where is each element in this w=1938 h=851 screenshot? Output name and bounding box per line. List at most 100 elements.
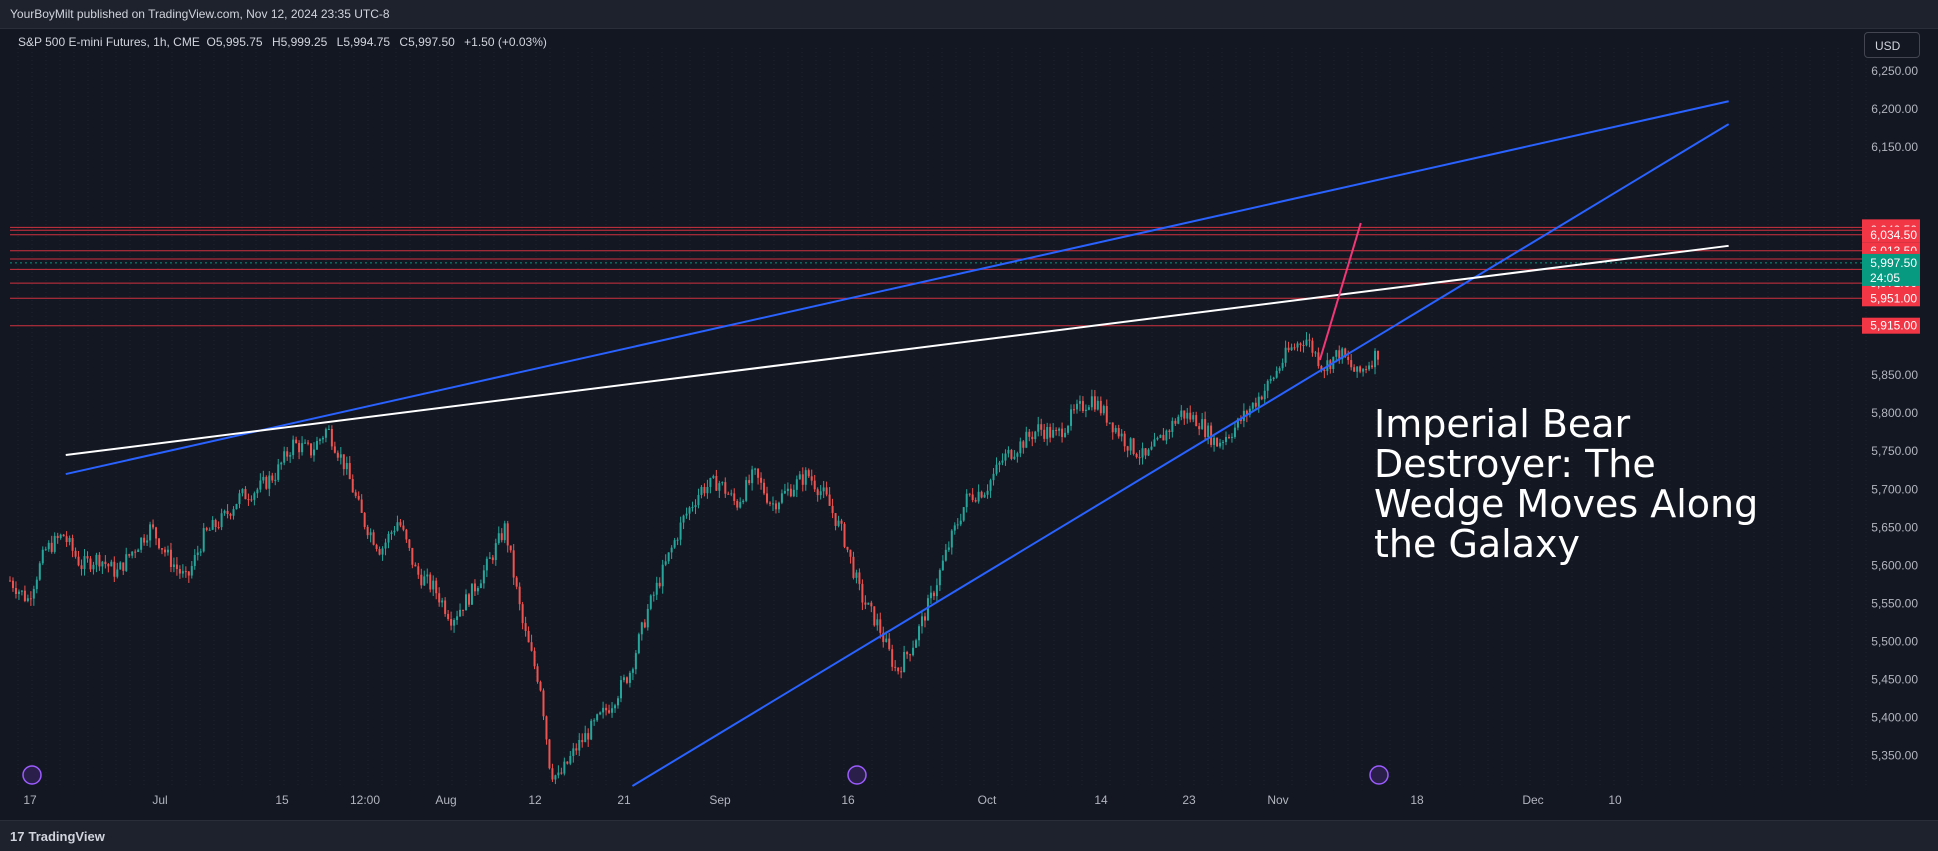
candle-body — [661, 564, 664, 587]
candle-body — [378, 549, 381, 555]
candle-body — [745, 480, 748, 501]
candle-body — [485, 558, 488, 571]
candle-body — [1090, 396, 1093, 408]
candle-body — [488, 557, 491, 559]
candle-body — [1034, 431, 1037, 440]
candle-body — [873, 606, 876, 626]
candle-body — [715, 475, 718, 491]
candle-body — [1135, 453, 1138, 458]
candle-body — [1260, 396, 1263, 400]
publish-bar: YourBoyMilt published on TradingView.com… — [0, 0, 1938, 29]
annotation-text[interactable]: Imperial Bear Destroyer: The Wedge Moves… — [1374, 404, 1758, 564]
candle-body — [849, 549, 852, 557]
candle-body — [1368, 365, 1371, 370]
candle-body — [420, 574, 423, 586]
candle-body — [703, 486, 706, 494]
candle-body — [673, 540, 676, 548]
candle-body — [628, 672, 631, 683]
candle-body — [453, 619, 456, 626]
level-tag — [1862, 290, 1920, 307]
candle-body — [980, 491, 983, 498]
candle-body — [1245, 410, 1248, 415]
candle-body — [11, 580, 14, 589]
candle-body — [369, 532, 372, 536]
level-tag — [1862, 317, 1920, 334]
y-tick-label: 5,400.00 — [1871, 711, 1918, 725]
candle-body — [566, 761, 569, 764]
y-tick-label: 6,200.00 — [1871, 102, 1918, 116]
candle-body — [1356, 366, 1359, 372]
candle-body — [989, 480, 992, 491]
candle-body — [172, 564, 175, 568]
candle-body — [462, 609, 465, 611]
candle-body — [1004, 453, 1007, 461]
candle-body — [977, 491, 980, 502]
candle-body — [1001, 460, 1004, 463]
candle-body — [1040, 424, 1043, 430]
candle-body — [476, 588, 479, 592]
candle-body — [995, 464, 998, 474]
pink-trend-line — [1318, 222, 1362, 361]
candle-body — [178, 568, 181, 574]
candle-body — [77, 556, 80, 566]
candle-body — [280, 462, 283, 465]
candle-body — [41, 549, 44, 564]
candle-body — [855, 572, 858, 578]
candle-body — [858, 572, 861, 584]
candle-body — [819, 491, 822, 496]
candle-body — [116, 569, 119, 577]
candle-body — [807, 470, 810, 477]
chart-area[interactable]: 6,250.00 6,200.00 6,150.00 5,850.00 5,800.00… — [0, 28, 1938, 820]
candle-body — [181, 571, 184, 574]
candle-body — [894, 666, 897, 668]
symbol-legend[interactable]: S&P 500 E-mini Futures, 1h, CME O5,995.7… — [18, 35, 547, 49]
candle-body — [1227, 436, 1230, 438]
candle-body — [1272, 377, 1275, 380]
y-tick-label: 5,700.00 — [1871, 482, 1918, 496]
candle-body — [1165, 430, 1168, 441]
candle-body — [867, 602, 870, 605]
price-chart[interactable]: 6,250.00 6,200.00 6,150.00 5,850.00 5,800.00… — [0, 28, 1938, 820]
candle-body — [122, 562, 125, 571]
candle-body — [617, 698, 619, 706]
candle-body — [852, 556, 855, 578]
candle-body — [706, 486, 709, 494]
x-tick-label: Dec — [1522, 793, 1543, 807]
candle-body — [1353, 367, 1356, 372]
candle-body — [1284, 347, 1287, 363]
symbol-name[interactable]: S&P 500 E-mini Futures, 1h, CME — [18, 35, 200, 49]
candle-body — [402, 525, 405, 530]
candle-body — [929, 592, 932, 599]
x-tick-label: 23 — [1182, 793, 1196, 807]
candle-body — [1046, 427, 1049, 439]
candle-body — [786, 488, 789, 492]
candle-body — [238, 493, 241, 504]
candle-body — [912, 647, 915, 656]
candle-body — [771, 503, 774, 505]
candle-body — [742, 500, 745, 503]
candle-body — [748, 480, 751, 484]
candle-body — [1081, 401, 1084, 412]
candle-body — [1105, 406, 1108, 423]
candle-body — [301, 443, 304, 453]
candle-body — [372, 532, 375, 545]
candle-body — [861, 583, 864, 603]
level-tag — [1862, 226, 1920, 243]
candle-body — [125, 554, 128, 571]
x-tick-label: Oct — [978, 793, 997, 807]
candle-body — [17, 591, 20, 595]
candle-body — [947, 547, 950, 550]
candle-body — [634, 653, 637, 670]
candle-body — [1341, 348, 1344, 360]
candle-body — [1019, 441, 1022, 454]
candle-body — [83, 556, 86, 570]
candle-body — [1037, 424, 1040, 432]
candle-body — [903, 651, 906, 673]
candle-body — [53, 535, 56, 552]
tradingview-logo-icon: 17 — [10, 829, 25, 844]
level-tag-label: 6,034.50 — [1870, 228, 1917, 242]
candle-body — [572, 748, 575, 756]
currency-button[interactable]: USD — [1864, 32, 1920, 58]
tradingview-logo[interactable]: 17 TradingView — [10, 829, 105, 844]
candle-body — [1150, 446, 1153, 450]
